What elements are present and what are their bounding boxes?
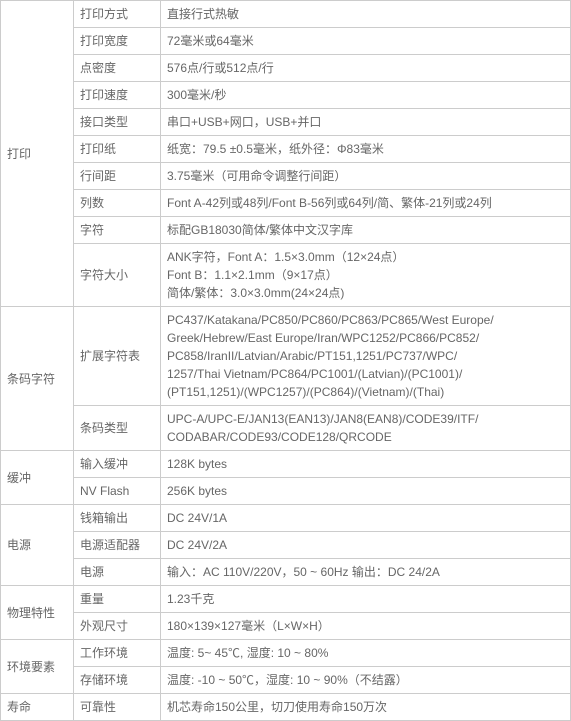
param-value: 输入：AC 110V/220V，50 ~ 60Hz 输出：DC 24/2A xyxy=(161,559,571,586)
param-value: 72毫米或64毫米 xyxy=(161,28,571,55)
param-value: 1.23千克 xyxy=(161,586,571,613)
category-barcode: 条码字符 xyxy=(1,307,74,451)
param-label: 打印宽度 xyxy=(74,28,161,55)
table-row: 存储环境 温度: -10 ~ 50℃，湿度: 10 ~ 90%（不结露） xyxy=(1,667,571,694)
param-label: 输入缓冲 xyxy=(74,451,161,478)
param-value: 直接行式热敏 xyxy=(161,1,571,28)
table-row: 打印 打印方式 直接行式热敏 xyxy=(1,1,571,28)
category-environment: 环境要素 xyxy=(1,640,74,694)
category-life: 寿命 xyxy=(1,694,74,721)
table-row: 外观尺寸 180×139×127毫米（L×W×H） xyxy=(1,613,571,640)
param-label: 打印方式 xyxy=(74,1,161,28)
param-label: 打印纸 xyxy=(74,136,161,163)
table-row: 环境要素 工作环境 温度: 5~ 45℃, 湿度: 10 ~ 80% xyxy=(1,640,571,667)
category-print: 打印 xyxy=(1,1,74,307)
table-row: 缓冲 输入缓冲 128K bytes xyxy=(1,451,571,478)
param-value: 温度: -10 ~ 50℃，湿度: 10 ~ 90%（不结露） xyxy=(161,667,571,694)
table-row: 电源 输入：AC 110V/220V，50 ~ 60Hz 输出：DC 24/2A xyxy=(1,559,571,586)
param-label: 打印速度 xyxy=(74,82,161,109)
param-label: 字符 xyxy=(74,217,161,244)
table-row: 列数 Font A-42列或48列/Font B-56列或64列/简、繁体-21… xyxy=(1,190,571,217)
table-row: 打印速度 300毫米/秒 xyxy=(1,82,571,109)
param-value: 温度: 5~ 45℃, 湿度: 10 ~ 80% xyxy=(161,640,571,667)
param-value: 串口+USB+网口，USB+并口 xyxy=(161,109,571,136)
param-value: DC 24V/1A xyxy=(161,505,571,532)
table-row: 条码字符 扩展字符表 PC437/Katakana/PC850/PC860/PC… xyxy=(1,307,571,406)
spec-table: 打印 打印方式 直接行式热敏 打印宽度 72毫米或64毫米 点密度 576点/行… xyxy=(0,0,571,721)
param-label: 电源 xyxy=(74,559,161,586)
table-row: 条码类型 UPC-A/UPC-E/JAN13(EAN13)/JAN8(EAN8)… xyxy=(1,406,571,451)
param-value: 纸宽：79.5 ±0.5毫米，纸外径：Φ83毫米 xyxy=(161,136,571,163)
param-label: 电源适配器 xyxy=(74,532,161,559)
table-row: 点密度 576点/行或512点/行 xyxy=(1,55,571,82)
param-label: 点密度 xyxy=(74,55,161,82)
param-value: 576点/行或512点/行 xyxy=(161,55,571,82)
table-row: 电源适配器 DC 24V/2A xyxy=(1,532,571,559)
category-power: 电源 xyxy=(1,505,74,586)
param-value: 3.75毫米（可用命令调整行间距） xyxy=(161,163,571,190)
param-label: 字符大小 xyxy=(74,244,161,307)
param-label: 扩展字符表 xyxy=(74,307,161,406)
param-label: 重量 xyxy=(74,586,161,613)
param-value: Font A-42列或48列/Font B-56列或64列/简、繁体-21列或2… xyxy=(161,190,571,217)
param-value: 180×139×127毫米（L×W×H） xyxy=(161,613,571,640)
table-row: 字符大小 ANK字符，Font A：1.5×3.0mm（12×24点） Font… xyxy=(1,244,571,307)
spec-table-wrapper: 打印 打印方式 直接行式热敏 打印宽度 72毫米或64毫米 点密度 576点/行… xyxy=(0,0,571,721)
param-label: NV Flash xyxy=(74,478,161,505)
table-row: 物理特性 重量 1.23千克 xyxy=(1,586,571,613)
table-row: 行间距 3.75毫米（可用命令调整行间距） xyxy=(1,163,571,190)
param-value: ANK字符，Font A：1.5×3.0mm（12×24点） Font B：1.… xyxy=(161,244,571,307)
category-physical: 物理特性 xyxy=(1,586,74,640)
param-label: 行间距 xyxy=(74,163,161,190)
param-label: 接口类型 xyxy=(74,109,161,136)
param-value: UPC-A/UPC-E/JAN13(EAN13)/JAN8(EAN8)/CODE… xyxy=(161,406,571,451)
param-value: DC 24V/2A xyxy=(161,532,571,559)
table-row: 接口类型 串口+USB+网口，USB+并口 xyxy=(1,109,571,136)
table-row: 打印宽度 72毫米或64毫米 xyxy=(1,28,571,55)
category-buffer: 缓冲 xyxy=(1,451,74,505)
param-label: 列数 xyxy=(74,190,161,217)
param-value: 128K bytes xyxy=(161,451,571,478)
param-value: PC437/Katakana/PC850/PC860/PC863/PC865/W… xyxy=(161,307,571,406)
param-label: 可靠性 xyxy=(74,694,161,721)
param-value: 256K bytes xyxy=(161,478,571,505)
param-label: 钱箱输出 xyxy=(74,505,161,532)
param-value: 机芯寿命150公里，切刀使用寿命150万次 xyxy=(161,694,571,721)
table-row: NV Flash 256K bytes xyxy=(1,478,571,505)
param-value: 标配GB18030简体/繁体中文汉字库 xyxy=(161,217,571,244)
table-row: 打印纸 纸宽：79.5 ±0.5毫米，纸外径：Φ83毫米 xyxy=(1,136,571,163)
param-value: 300毫米/秒 xyxy=(161,82,571,109)
table-row: 电源 钱箱输出 DC 24V/1A xyxy=(1,505,571,532)
param-label: 条码类型 xyxy=(74,406,161,451)
param-label: 外观尺寸 xyxy=(74,613,161,640)
table-row: 寿命 可靠性 机芯寿命150公里，切刀使用寿命150万次 xyxy=(1,694,571,721)
table-row: 字符 标配GB18030简体/繁体中文汉字库 xyxy=(1,217,571,244)
param-label: 存储环境 xyxy=(74,667,161,694)
param-label: 工作环境 xyxy=(74,640,161,667)
